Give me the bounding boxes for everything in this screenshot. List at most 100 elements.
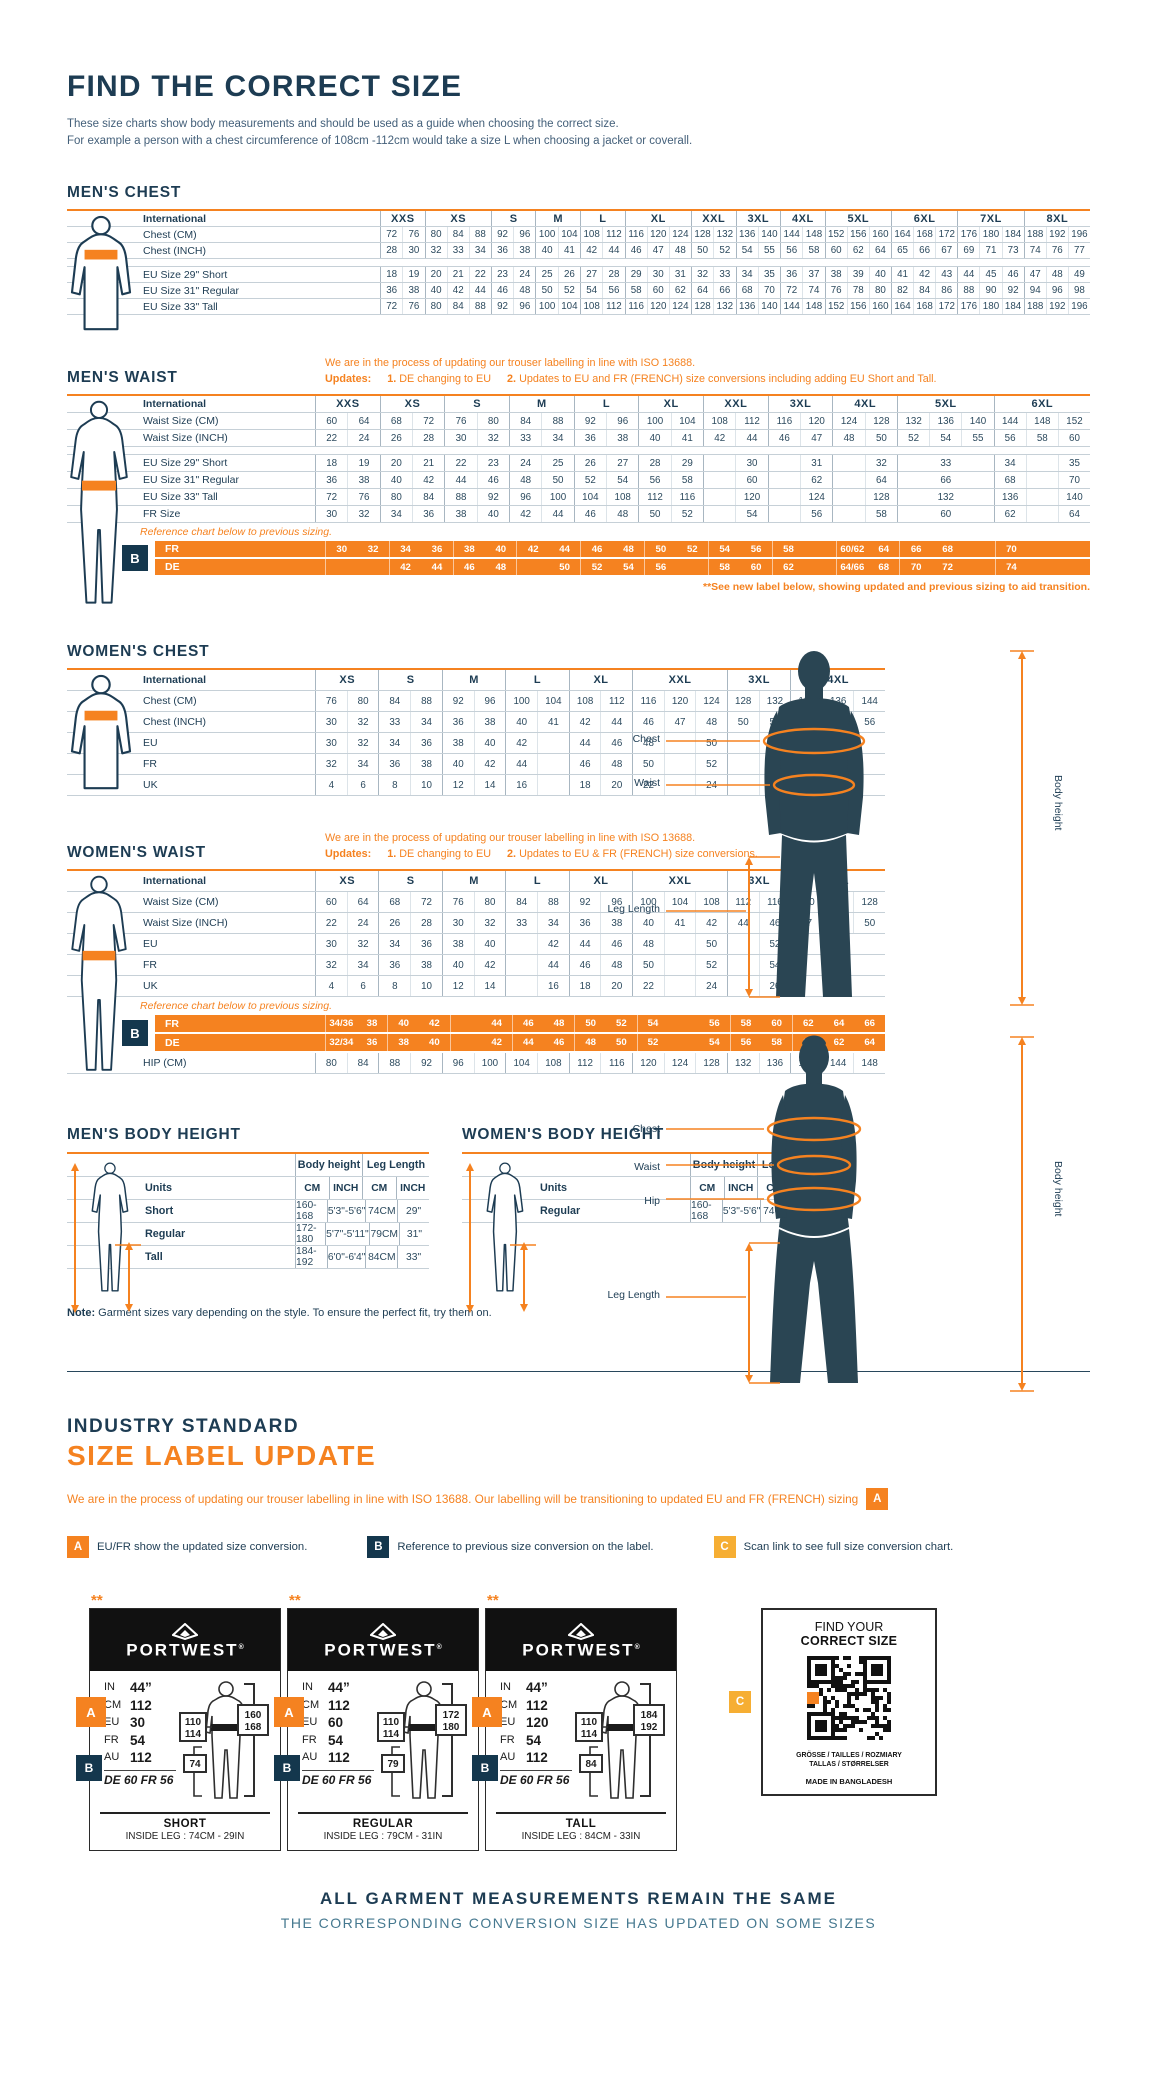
size-cell: 40 41 (505, 712, 568, 732)
size-value: 116 (628, 301, 644, 312)
size-value: 60 (326, 415, 338, 427)
size-value: 44 (522, 1037, 534, 1048)
size-value: 60/62 (840, 543, 865, 555)
size-cell: 5XL (897, 396, 994, 412)
size-cell: 54 (726, 955, 790, 975)
row-label: EU Size 29" Short (143, 268, 228, 281)
size-value: 100 (513, 695, 530, 707)
size-value: 44 (579, 938, 591, 950)
size-cell: 22 24 (315, 430, 380, 446)
size-value: 124 (695, 691, 727, 711)
size-value: 50 (559, 561, 570, 573)
size-cell: 41 42 43 (890, 267, 957, 282)
label-figure-icon: 110 114 160 168 74 (176, 1679, 278, 1808)
size-value: 48 (643, 737, 654, 749)
size-value: 56 (602, 283, 624, 298)
size-value: 56 (649, 474, 661, 486)
size-value: 5'3"-5'6" (326, 1200, 365, 1222)
size-value: 58 (719, 561, 731, 573)
size-value: 92 (584, 415, 596, 427)
size-value: 112 (647, 491, 663, 503)
size-value: 31 (800, 455, 832, 471)
size-value: 84 (446, 227, 469, 242)
size-cell: 42 (449, 1034, 512, 1051)
size-value: 64 (1057, 506, 1090, 522)
size-value: 108 (583, 301, 600, 312)
size-value: 88 (468, 299, 491, 314)
size-cell: 16 (505, 775, 568, 795)
size-value: 46 (522, 1018, 534, 1029)
svg-text:172: 172 (443, 1710, 460, 1721)
size-value: 50 (737, 716, 749, 728)
size-cell: XXL (690, 211, 736, 226)
size-value: 68 (878, 561, 890, 573)
size-cell: 74 76 77 (1023, 243, 1090, 258)
badge-b-icon: B (122, 1020, 148, 1046)
size-value: 12 (452, 980, 464, 992)
badge-a-icon: A (67, 1536, 89, 1558)
size-value: 34 (410, 712, 442, 732)
size-cell: 50 52 (632, 955, 727, 975)
size-value: 64 (864, 472, 897, 488)
size-value: 128 (864, 413, 897, 429)
size-value: 66 (910, 543, 922, 555)
svg-text:110: 110 (185, 1717, 202, 1728)
svg-text:74: 74 (189, 1759, 201, 1770)
size-column-label: 3XL (747, 212, 770, 225)
size-value: 160 (868, 227, 891, 242)
size-value: 55 (757, 243, 780, 258)
qr-code (769, 1648, 929, 1745)
reference-row: DE 42 44 46 48 50 52 54 56 58 60 62 64/66 68 70 72 74 (155, 559, 1090, 575)
legend-item-c: C Scan link to see full size conversion … (713, 1536, 953, 1558)
size-value: 124 (840, 415, 858, 427)
size-column-label: 4XL (792, 212, 814, 225)
size-value (537, 733, 569, 753)
size-value: 38 (600, 913, 632, 933)
size-cell: 100 104 (535, 299, 580, 314)
size-value: 156 (846, 299, 869, 314)
size-cell: 22 24 (632, 976, 727, 996)
size-cell: 44 (505, 754, 568, 774)
size-value: 18 (579, 779, 591, 791)
size-value: 132 (735, 1057, 752, 1069)
size-cell: 58 (771, 541, 836, 557)
size-value (506, 934, 537, 954)
size-label-update-title: SIZE LABEL UPDATE (67, 1440, 377, 1471)
size-value: 41 (897, 269, 908, 280)
size-value: 20 (600, 976, 632, 996)
size-value: 30 (326, 508, 338, 520)
size-value: 116 (628, 229, 644, 240)
size-cell: 96 100 (509, 489, 574, 505)
spec-key: AU (302, 1751, 318, 1763)
size-value: 56 (1004, 432, 1016, 444)
size-value: 64 (878, 543, 890, 555)
size-value: 33 (446, 243, 469, 258)
size-value: 80 (325, 1057, 337, 1069)
size-value: 50 (643, 758, 654, 770)
spec-value: 112 (328, 1750, 350, 1765)
size-cell: 46 48 (580, 541, 644, 557)
size-cell: 23 24 (490, 267, 536, 282)
size-value: 22 (643, 980, 654, 992)
size-cell (325, 559, 389, 575)
size-label-card: ** PORTWEST® IN 44” CM 112 EU 30 FR 54 AU 112 DE 60 … (76, 1592, 281, 1851)
size-cell: 116 120 124 (624, 227, 691, 242)
size-value: 84 (446, 299, 469, 314)
size-value (833, 472, 864, 488)
legend-item-b: B Reference to previous size conversion … (367, 1536, 654, 1558)
size-value: 36 (389, 758, 401, 770)
unit-header: CM (295, 1177, 329, 1199)
size-value: 92 (452, 695, 464, 707)
size-value: 38 (455, 508, 467, 520)
size-value: 34 (541, 430, 573, 446)
size-value (1025, 455, 1058, 471)
size-value: 48 (585, 1037, 596, 1048)
size-value: 92 (1001, 283, 1024, 298)
spec-value: 112 (130, 1750, 152, 1765)
size-value: 54 (719, 543, 731, 555)
size-cell: 30 32 (315, 934, 378, 954)
size-value: 77 (1067, 243, 1090, 258)
size-value: 45 (979, 267, 1001, 282)
size-value: 34/36 (329, 1018, 354, 1029)
size-cell: 62 64 66 (791, 1015, 885, 1032)
